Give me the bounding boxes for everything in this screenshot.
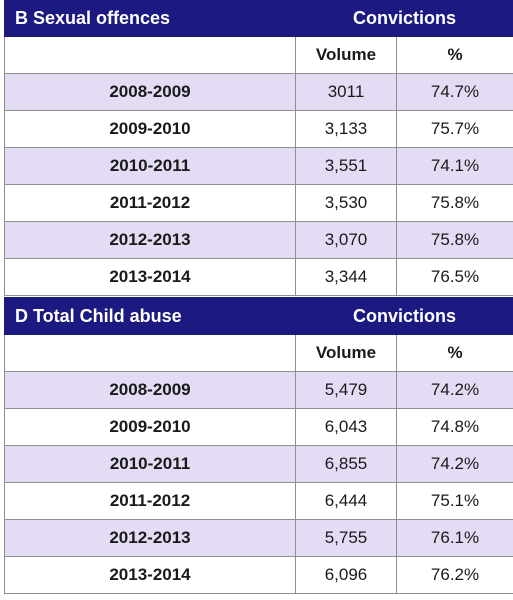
year-cell: 2011-2012 [4,482,296,520]
year-cell: 2008-2009 [4,73,296,111]
percent-cell: 74.2% [395,445,513,483]
percent-cell: 74.2% [395,371,513,409]
column-header-row: Volume % [4,36,513,74]
sexual-offences-table: B Sexual offences Convictions Volume % 2… [4,0,513,296]
table-row: 2008-2009 5,479 74.2% [4,371,513,409]
table-row: 2012-2013 3,070 75.8% [4,221,513,259]
percent-cell: 74.8% [395,408,513,446]
table-row: 2008-2009 3011 74.7% [4,73,513,111]
year-cell: 2009-2010 [4,408,296,446]
volume-cell: 6,096 [295,556,397,594]
year-cell: 2011-2012 [4,184,296,222]
volume-cell: 3,344 [295,258,397,296]
volume-cell: 3,133 [295,110,397,148]
volume-cell: 6,855 [295,445,397,483]
percent-cell: 76.2% [395,556,513,594]
table-row: 2010-2011 3,551 74.1% [4,147,513,185]
percent-cell: 74.7% [395,73,513,111]
year-cell: 2013-2014 [4,258,296,296]
table-row: 2013-2014 6,096 76.2% [4,556,513,594]
percent-cell: 75.8% [395,184,513,222]
table-row: 2012-2013 5,755 76.1% [4,519,513,557]
year-cell: 2008-2009 [4,371,296,409]
volume-cell: 6,043 [295,408,397,446]
year-cell: 2013-2014 [4,556,296,594]
table-row: 2013-2014 3,344 76.5% [4,258,513,296]
percent-column-header: % [395,334,513,372]
convictions-header: Convictions [294,297,513,335]
table-title: B Sexual offences [4,0,296,37]
year-cell: 2012-2013 [4,221,296,259]
volume-column-header: Volume [295,334,397,372]
convictions-header: Convictions [294,0,513,37]
percent-cell: 76.1% [395,519,513,557]
table-row: 2009-2010 3,133 75.7% [4,110,513,148]
table-row: 2011-2012 6,444 75.1% [4,482,513,520]
volume-column-header: Volume [295,36,397,74]
table-row: 2010-2011 6,855 74.2% [4,445,513,483]
volume-cell: 3,551 [295,147,397,185]
column-header-row: Volume % [4,334,513,372]
table-row: 2011-2012 3,530 75.8% [4,184,513,222]
year-cell: 2010-2011 [4,147,296,185]
volume-cell: 6,444 [295,482,397,520]
percent-column-header: % [395,36,513,74]
empty-header-cell [4,334,296,372]
percent-cell: 76.5% [395,258,513,296]
table-header-row: B Sexual offences Convictions [4,0,513,37]
table-header-row: D Total Child abuse Convictions [4,297,513,335]
volume-cell: 3,070 [295,221,397,259]
percent-cell: 75.8% [395,221,513,259]
volume-cell: 5,479 [295,371,397,409]
percent-cell: 75.7% [395,110,513,148]
percent-cell: 75.1% [395,482,513,520]
table-title: D Total Child abuse [4,297,296,335]
percent-cell: 74.1% [395,147,513,185]
year-cell: 2009-2010 [4,110,296,148]
year-cell: 2010-2011 [4,445,296,483]
year-cell: 2012-2013 [4,519,296,557]
total-child-abuse-table: D Total Child abuse Convictions Volume %… [4,297,513,594]
empty-header-cell [4,36,296,74]
volume-cell: 5,755 [295,519,397,557]
table-row: 2009-2010 6,043 74.8% [4,408,513,446]
volume-cell: 3011 [295,73,397,111]
volume-cell: 3,530 [295,184,397,222]
